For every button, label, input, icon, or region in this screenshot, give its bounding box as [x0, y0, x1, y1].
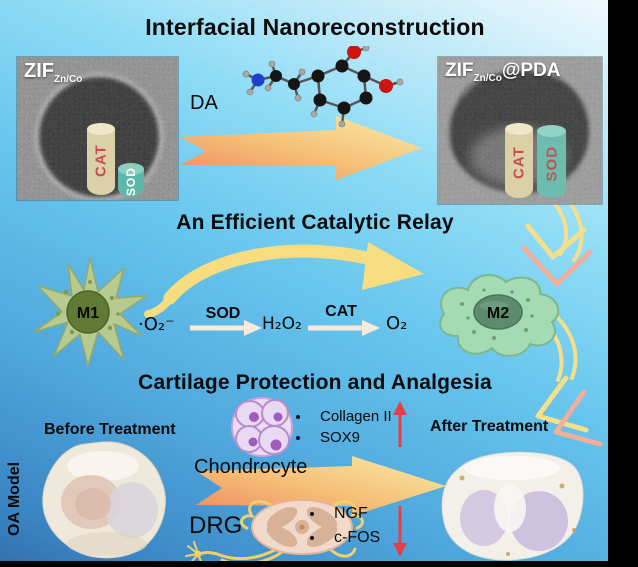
m2-macrophage-cell: M2	[439, 274, 560, 357]
cartilage-lesion-gray	[106, 482, 158, 538]
oa-model-label: OA Model	[6, 461, 23, 536]
section-title-catalytic-relay: An Efficient Catalytic Relay	[176, 211, 454, 234]
joint-highlight	[67, 451, 139, 481]
m2-cell-granules	[460, 288, 534, 340]
marker-text: SOX9	[320, 429, 361, 446]
dopamine-molecule	[242, 46, 404, 128]
superoxide-text: ·O₂⁻	[138, 314, 175, 335]
section-title-nanoreconstruction: Interfacial Nanoreconstruction	[145, 14, 485, 40]
m2-nucleus-highlight	[480, 301, 508, 311]
tissue-specks	[459, 475, 576, 556]
cylinder-body	[537, 131, 566, 198]
zif-label: ZIFZn/Co	[24, 60, 82, 85]
zif-label-main: ZIF	[24, 60, 54, 82]
joint-shadow	[67, 532, 147, 556]
cylinder-top	[505, 123, 533, 135]
sod-enzyme-label: SOD	[543, 145, 560, 182]
chondrocyte-caption: Chondrocyte	[194, 456, 308, 478]
marker-item: c-FOS	[310, 526, 380, 550]
molecule-hydrogens	[242, 46, 404, 128]
cylinder-body	[505, 129, 533, 198]
marker-item: Collagen II	[296, 406, 392, 427]
bullet-icon	[310, 536, 314, 540]
chondrocyte-cells	[231, 397, 293, 457]
m2-label: M2	[487, 305, 509, 322]
molecule-carbons	[270, 59, 373, 115]
sod-enzyme-cylinder: SOD	[118, 163, 144, 197]
cylinder-top	[87, 123, 115, 135]
o2-text: O₂	[386, 313, 408, 334]
m1-label: M1	[77, 305, 99, 322]
bullet-icon	[296, 435, 300, 440]
frame-right-bar	[608, 0, 638, 567]
zif-pda-label: ZIFZn/Co@PDA	[445, 60, 560, 84]
gray-matter-butterfly	[266, 507, 338, 547]
marker-item: SOX9	[296, 427, 392, 448]
tem-image-zif: ZIFZn/Co CAT SOD	[17, 57, 178, 200]
joint-ridge	[494, 484, 526, 532]
joint-photo-before	[42, 441, 166, 559]
zif-pda-label-main: ZIF	[445, 60, 474, 81]
molecule-oxygens	[347, 46, 393, 93]
m1-cell-nucleus	[66, 290, 110, 334]
chondrocyte-nuclei	[248, 412, 283, 451]
joint-highlight	[464, 456, 560, 480]
sod-enzyme-label: SOD	[124, 166, 138, 196]
zif-pda-label-sub: Zn/Co	[473, 72, 502, 84]
cylinder-body	[87, 129, 115, 195]
sod-enzyme-text: SOD	[205, 305, 241, 322]
cat-enzyme-cylinder: CAT	[87, 123, 115, 195]
m1-macrophage-cell: M1	[33, 257, 147, 367]
m1-cell-granules	[56, 280, 120, 335]
zif-pda-label-suffix: @PDA	[501, 60, 561, 81]
frame-bottom-bar	[0, 561, 638, 567]
chondrocyte-marker-list: Collagen II SOX9	[296, 406, 392, 448]
zif-label-sub: Zn/Co	[54, 74, 83, 85]
dopamine-label: DA	[190, 92, 218, 114]
tem-image-zif-pda: ZIFZn/Co@PDA CAT SOD	[438, 57, 602, 204]
cat-enzyme-text: CAT	[325, 303, 357, 320]
cylinder-top	[537, 125, 566, 137]
before-treatment-label: Before Treatment	[44, 421, 176, 438]
sod-enzyme-cylinder: SOD	[537, 125, 566, 198]
after-treatment-label: After Treatment	[430, 418, 549, 435]
cylinder-top	[118, 163, 144, 175]
spinal-cord-drg-illustration	[185, 499, 364, 566]
joint-photo-after	[441, 451, 584, 561]
drg-marker-list: NGF c-FOS	[310, 502, 380, 550]
marker-item: NGF	[310, 502, 380, 526]
cat-enzyme-label: CAT	[92, 144, 110, 178]
bullet-icon	[296, 414, 300, 419]
bullet-icon	[310, 512, 314, 516]
cat-enzyme-label: CAT	[510, 146, 528, 180]
marker-text: NGF	[334, 505, 368, 522]
lesion-core	[75, 488, 111, 520]
cat-enzyme-cylinder: CAT	[505, 123, 533, 198]
section-title-cartilage: Cartilage Protection and Analgesia	[138, 371, 492, 394]
marker-text: c-FOS	[334, 529, 381, 546]
marker-text: Collagen II	[320, 408, 392, 425]
molecule-nitrogen	[251, 73, 265, 87]
h2o2-text: H₂O₂	[262, 314, 302, 334]
drg-caption: DRG	[189, 512, 243, 539]
central-canal	[299, 524, 305, 530]
